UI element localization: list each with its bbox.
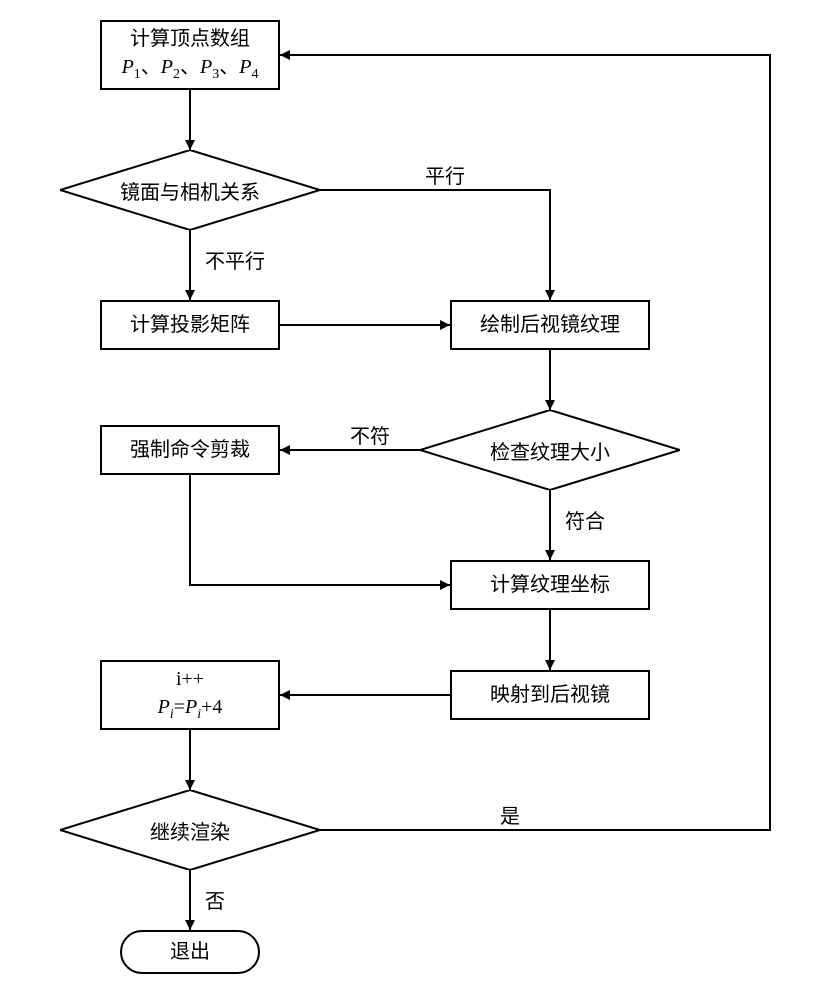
node-label: 镜面与相机关系 bbox=[60, 150, 320, 230]
node-draw-rearview-texture: 绘制后视镜纹理 bbox=[450, 300, 650, 350]
edge-label-not-match: 不符 bbox=[350, 420, 390, 449]
node-label-sub: Pi=Pi+4 bbox=[158, 693, 223, 725]
node-label: 退出 bbox=[170, 938, 210, 966]
node-label: 检查纹理大小 bbox=[420, 410, 680, 490]
node-label: 计算纹理坐标 bbox=[490, 571, 610, 599]
node-label: i++ bbox=[158, 665, 223, 693]
node-compute-vertex-array: 计算顶点数组 P1、P2、P3、P4 bbox=[100, 20, 280, 90]
node-map-to-rearview: 映射到后视镜 bbox=[450, 670, 650, 720]
node-compute-texture-coords: 计算纹理坐标 bbox=[450, 560, 650, 610]
node-label-sub: P1、P2、P3、P4 bbox=[122, 53, 259, 85]
node-check-texture-size: 检查纹理大小 bbox=[420, 410, 680, 490]
node-compute-projection-matrix: 计算投影矩阵 bbox=[100, 300, 280, 350]
edge-label-no: 否 bbox=[205, 885, 225, 914]
edge-label-yes: 是 bbox=[500, 800, 520, 829]
node-label: 计算投影矩阵 bbox=[130, 311, 250, 339]
node-label: 映射到后视镜 bbox=[490, 681, 610, 709]
node-label: 绘制后视镜纹理 bbox=[480, 311, 620, 339]
edge-label-not-parallel: 不平行 bbox=[205, 245, 265, 274]
node-label: 继续渲染 bbox=[60, 790, 320, 870]
node-increment: i++ Pi=Pi+4 bbox=[100, 660, 280, 730]
node-exit: 退出 bbox=[120, 930, 260, 974]
edge-label-parallel: 平行 bbox=[425, 160, 465, 189]
node-continue-render: 继续渲染 bbox=[60, 790, 320, 870]
node-force-clip: 强制命令剪裁 bbox=[100, 425, 280, 475]
edge-label-match: 符合 bbox=[565, 505, 605, 534]
node-label: 计算顶点数组 bbox=[122, 25, 259, 53]
node-mirror-camera-relation: 镜面与相机关系 bbox=[60, 150, 320, 230]
node-label: 强制命令剪裁 bbox=[130, 436, 250, 464]
